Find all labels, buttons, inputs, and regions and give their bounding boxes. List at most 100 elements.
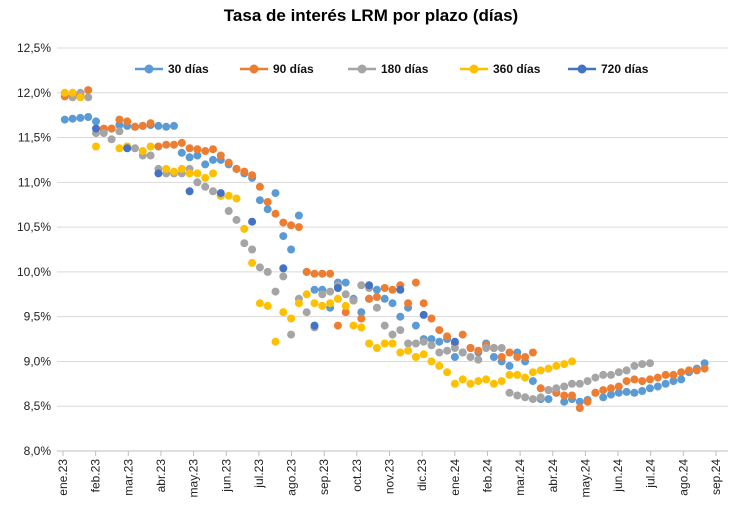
data-point-30-dias: [575, 397, 584, 406]
x-tick-label: abr.23: [154, 459, 168, 493]
data-point-360-dias: [536, 366, 545, 375]
data-point-180-dias: [146, 151, 155, 160]
data-point-720-dias: [419, 310, 428, 319]
data-point-90-dias: [146, 119, 155, 128]
data-point-180-dias: [474, 355, 483, 364]
x-tick-label: sep.23: [317, 459, 331, 495]
data-point-90-dias: [630, 375, 639, 384]
data-point-30-dias: [185, 153, 194, 162]
data-point-90-dias: [599, 386, 608, 395]
data-point-90-dias: [638, 377, 647, 386]
data-point-360-dias: [560, 360, 569, 369]
data-point-90-dias: [123, 117, 132, 126]
data-point-90-dias: [294, 223, 303, 232]
data-point-180-dias: [209, 187, 217, 196]
data-point-180-dias: [528, 395, 537, 404]
data-point-180-dias: [622, 366, 631, 375]
data-point-360-dias: [380, 339, 389, 348]
data-point-90-dias: [84, 86, 93, 95]
data-point-90-dias: [622, 377, 631, 386]
data-point-180-dias: [271, 287, 280, 296]
data-point-90-dias: [497, 353, 506, 361]
data-point-180-dias: [536, 393, 545, 402]
data-point-90-dias: [333, 321, 342, 330]
data-point-360-dias: [232, 194, 241, 203]
data-point-360-dias: [458, 375, 467, 384]
data-point-180-dias: [302, 308, 311, 317]
data-point-90-dias: [607, 384, 615, 393]
data-point-360-dias: [224, 191, 233, 200]
data-points: [60, 86, 709, 412]
data-point-360-dias: [92, 142, 100, 151]
y-tick-label: 10,0%: [17, 265, 51, 279]
data-point-720-dias: [310, 321, 319, 330]
data-point-360-dias: [513, 370, 522, 379]
data-point-360-dias: [248, 258, 257, 267]
data-point-90-dias: [419, 299, 428, 308]
data-point-90-dias: [209, 145, 217, 154]
data-point-90-dias: [700, 364, 709, 373]
data-point-30-dias: [528, 377, 537, 386]
data-point-180-dias: [232, 215, 241, 224]
data-point-90-dias: [513, 353, 522, 361]
data-point-180-dias: [388, 330, 397, 339]
data-point-90-dias: [568, 391, 576, 400]
data-point-180-dias: [575, 379, 584, 388]
data-point-30-dias: [209, 155, 217, 164]
data-point-360-dias: [170, 167, 178, 176]
data-point-360-dias: [333, 294, 342, 303]
data-point-360-dias: [396, 348, 405, 357]
data-point-90-dias: [692, 366, 701, 375]
x-tick-label: ago.24: [676, 459, 690, 496]
data-point-360-dias: [427, 357, 436, 366]
data-point-30-dias: [638, 387, 647, 395]
y-tick-label: 12,0%: [17, 86, 51, 100]
data-point-360-dias: [177, 164, 186, 173]
data-point-90-dias: [302, 267, 311, 276]
data-point-180-dias: [279, 272, 288, 281]
data-point-90-dias: [326, 269, 335, 278]
data-point-360-dias: [521, 373, 530, 382]
data-point-30-dias: [560, 397, 569, 406]
data-point-360-dias: [357, 323, 366, 332]
y-tick-label: 9,5%: [24, 310, 52, 324]
data-point-360-dias: [138, 147, 147, 155]
data-point-360-dias: [162, 164, 171, 173]
data-point-30-dias: [357, 308, 366, 317]
data-point-360-dias: [341, 301, 350, 310]
data-point-360-dias: [209, 169, 217, 178]
data-point-360-dias: [497, 377, 506, 386]
legend-item: 360 días: [460, 62, 541, 76]
data-point-180-dias: [599, 370, 608, 379]
legend-marker: [357, 64, 367, 74]
data-point-360-dias: [489, 379, 498, 388]
legend-marker: [577, 64, 587, 74]
data-point-360-dias: [201, 173, 210, 182]
data-point-180-dias: [435, 348, 444, 357]
data-point-30-dias: [630, 388, 639, 397]
y-tick-label: 8,0%: [24, 444, 52, 458]
x-tick-label: mar.23: [121, 459, 135, 496]
data-point-180-dias: [240, 239, 249, 248]
data-point-30-dias: [84, 113, 93, 121]
data-point-30-dias: [653, 382, 662, 391]
data-point-30-dias: [427, 335, 436, 344]
data-point-90-dias: [162, 140, 171, 149]
data-point-90-dias: [372, 293, 381, 301]
data-point-180-dias: [630, 361, 639, 370]
data-point-90-dias: [248, 171, 257, 180]
data-point-90-dias: [443, 332, 452, 341]
data-point-90-dias: [107, 124, 116, 133]
data-point-90-dias: [310, 269, 319, 278]
data-point-90-dias: [240, 167, 249, 176]
data-point-30-dias: [396, 312, 405, 321]
legend: 30 días 90 días 180 días 360 días 720 días: [135, 62, 649, 76]
data-point-30-dias: [92, 117, 100, 126]
data-point-360-dias: [568, 357, 576, 366]
data-point-90-dias: [521, 353, 530, 361]
data-point-360-dias: [60, 88, 69, 97]
data-point-30-dias: [201, 160, 210, 169]
legend-item: 720 días: [568, 62, 649, 76]
data-point-180-dias: [482, 344, 491, 352]
x-tick-label: nov.23: [383, 459, 397, 494]
